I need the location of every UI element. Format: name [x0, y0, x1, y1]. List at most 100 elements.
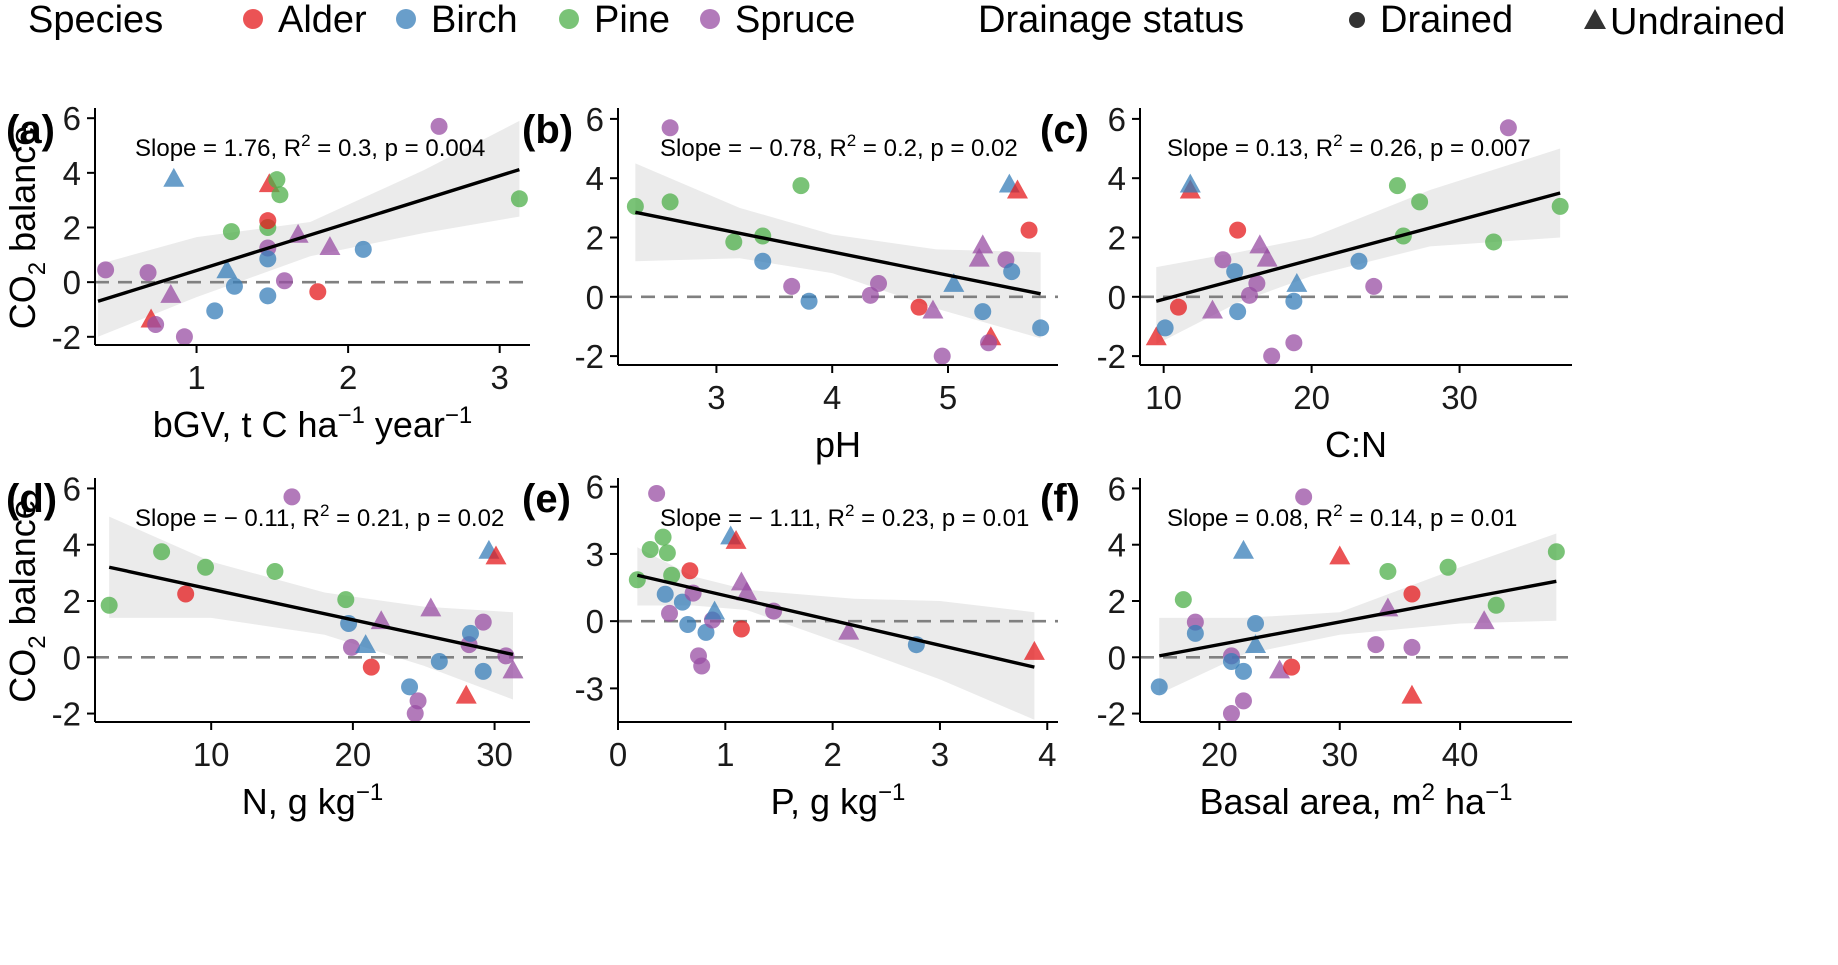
data-point-circle — [268, 171, 286, 189]
y-tick-label: 4 — [586, 160, 604, 197]
data-point-circle — [1263, 347, 1281, 365]
data-point-circle — [641, 540, 659, 558]
panel-tag: (b) — [522, 108, 573, 152]
legend-spruce-swatch — [700, 9, 720, 29]
data-point-circle — [1551, 197, 1569, 215]
data-point-circle — [661, 193, 679, 211]
x-tick-label: 20 — [1293, 379, 1330, 416]
data-point-triangle — [1329, 545, 1351, 565]
legend-undrained-label: Undrained — [1610, 1, 1785, 43]
data-point-triangle — [216, 259, 238, 279]
data-point-circle — [97, 261, 115, 279]
data-point-triangle — [420, 597, 442, 617]
data-point-circle — [430, 117, 448, 135]
y-tick-label: -2 — [1097, 696, 1126, 733]
confidence-band — [98, 120, 520, 337]
data-point-triangle — [1006, 179, 1028, 199]
data-point-triangle — [355, 634, 377, 654]
x-axis-title: pH — [815, 424, 861, 465]
y-tick-label: -2 — [52, 696, 81, 733]
data-point-triangle — [1232, 539, 1254, 559]
data-point-triangle — [1245, 634, 1267, 654]
x-tick-label: 30 — [1441, 379, 1478, 416]
panel-tag: (f) — [1040, 477, 1080, 521]
regression-annotation: Slope = − 0.78, R2 = 0.2, p = 0.02 — [660, 131, 1018, 162]
y-tick-label: 6 — [1108, 470, 1126, 507]
x-tick-label: 0 — [609, 736, 627, 773]
data-point-circle — [147, 316, 165, 334]
data-point-circle — [222, 223, 240, 241]
data-point-circle — [1367, 636, 1385, 654]
confidence-band — [637, 547, 1035, 720]
regression-line — [1158, 579, 1557, 658]
data-point-circle — [1186, 624, 1204, 642]
data-point-circle — [100, 596, 118, 614]
x-tick-label: 5 — [939, 379, 957, 416]
data-point-circle — [175, 328, 193, 346]
y-tick-label: -2 — [575, 338, 604, 375]
regression-annotation: Slope = 0.08, R2 = 0.14, p = 0.01 — [1167, 501, 1517, 532]
data-point-circle — [1222, 653, 1240, 670]
data-point-circle — [933, 347, 951, 365]
data-point-circle — [681, 562, 699, 580]
data-point-circle — [626, 197, 644, 215]
panel-tag: (a) — [6, 108, 55, 152]
x-axis-title: P, g kg−1 — [771, 779, 906, 822]
y-axis-title: CO2 balance — [2, 499, 51, 702]
data-point-circle — [1499, 119, 1517, 137]
regression-line — [1155, 191, 1561, 303]
data-point-circle — [1403, 585, 1421, 603]
data-point-circle — [177, 585, 195, 603]
data-point-circle — [910, 298, 928, 316]
data-point-circle — [337, 591, 355, 609]
y-tick-label: -2 — [52, 319, 81, 356]
x-axis-title: Basal area, m2 ha−1 — [1200, 779, 1513, 822]
x-tick-label: 3 — [931, 736, 949, 773]
data-point-circle — [474, 662, 492, 680]
data-point-circle — [1247, 615, 1265, 633]
data-point-triangle — [704, 600, 726, 620]
y-tick-label: 4 — [1108, 527, 1126, 564]
regression-annotation: Slope = − 1.11, R2 = 0.23, p = 0.01 — [660, 501, 1029, 532]
y-tick-label: -2 — [1097, 338, 1126, 375]
x-tick-label: 3 — [491, 359, 509, 396]
data-point-triangle — [502, 659, 524, 679]
data-point-circle — [654, 528, 672, 546]
x-tick-label: 4 — [1038, 736, 1056, 773]
y-tick-label: -3 — [575, 670, 604, 707]
data-point-circle — [980, 334, 998, 352]
y-tick-label: 6 — [586, 101, 604, 138]
regression-line — [635, 210, 1041, 296]
y-tick-label: 4 — [63, 527, 81, 564]
data-point-circle — [474, 613, 492, 631]
data-point-triangle — [1286, 272, 1308, 292]
legend-birch-swatch — [396, 9, 416, 29]
data-point-circle — [1003, 263, 1021, 281]
panel-e: 630-30 1 2 3 4(e) Slope = − 1.11, R2 = 0.23, … — [522, 469, 1058, 822]
data-point-circle — [1285, 292, 1303, 310]
y-axis-title: CO2 balance — [2, 126, 51, 329]
data-point-circle — [1222, 705, 1240, 723]
x-tick-label: 30 — [1321, 736, 1358, 773]
data-point-triangle — [1201, 299, 1223, 319]
data-point-circle — [362, 658, 380, 676]
data-point-triangle — [485, 545, 507, 565]
data-point-circle — [1248, 274, 1266, 292]
y-tick-label: 6 — [586, 469, 604, 506]
data-point-circle — [139, 264, 157, 282]
y-tick-label: 2 — [586, 220, 604, 257]
data-point-circle — [430, 653, 448, 670]
data-point-triangle — [319, 236, 341, 256]
data-point-circle — [1295, 488, 1313, 506]
data-point-circle — [732, 620, 750, 638]
data-point-circle — [658, 544, 676, 562]
data-point-circle — [1547, 543, 1565, 561]
y-tick-label: 2 — [63, 210, 81, 247]
data-point-circle — [266, 562, 284, 580]
data-point-circle — [725, 233, 743, 251]
y-tick-label: 0 — [1108, 279, 1126, 316]
